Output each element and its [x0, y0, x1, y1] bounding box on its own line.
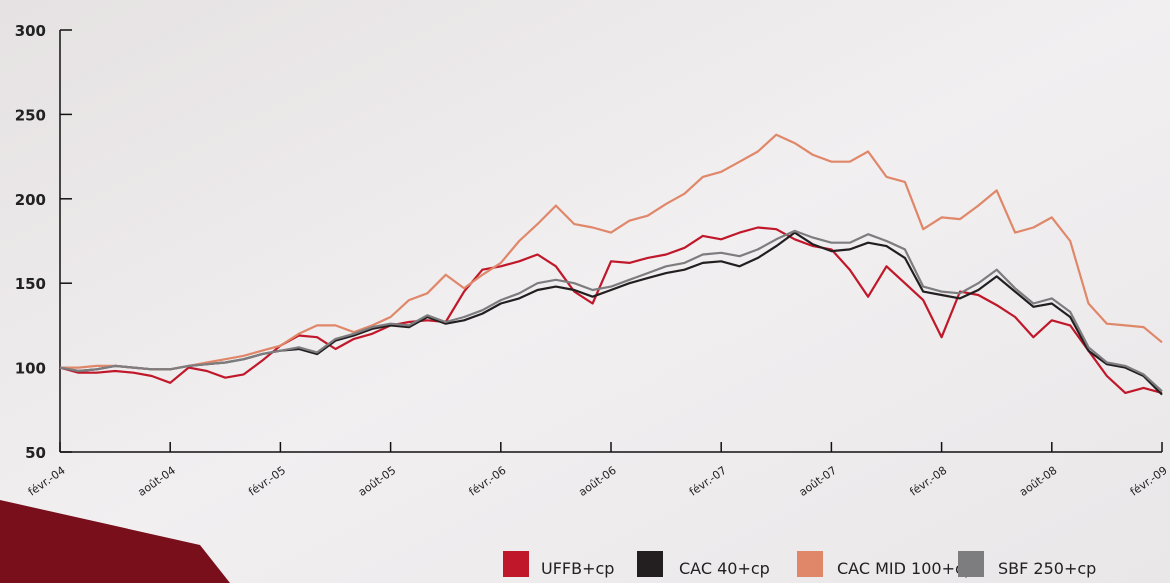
legend-label: CAC MID 100+cp	[837, 559, 974, 578]
legend-label: CAC 40+cp	[679, 559, 770, 578]
legend-label: UFFB+cp	[541, 559, 614, 578]
y-tick-label: 200	[15, 191, 46, 209]
y-tick-label: 300	[15, 22, 46, 40]
y-tick-label: 50	[25, 444, 46, 462]
chart: 50100150200250300févr.-04août-04févr.-05…	[0, 0, 1170, 583]
legend-swatch	[503, 551, 529, 577]
y-tick-label: 150	[15, 275, 46, 293]
legend-label: SBF 250+cp	[998, 559, 1096, 578]
legend-swatch	[637, 551, 663, 577]
y-tick-label: 250	[15, 106, 46, 124]
y-tick-label: 100	[15, 360, 46, 378]
legend-swatch	[797, 551, 823, 577]
legend-swatch	[958, 551, 984, 577]
